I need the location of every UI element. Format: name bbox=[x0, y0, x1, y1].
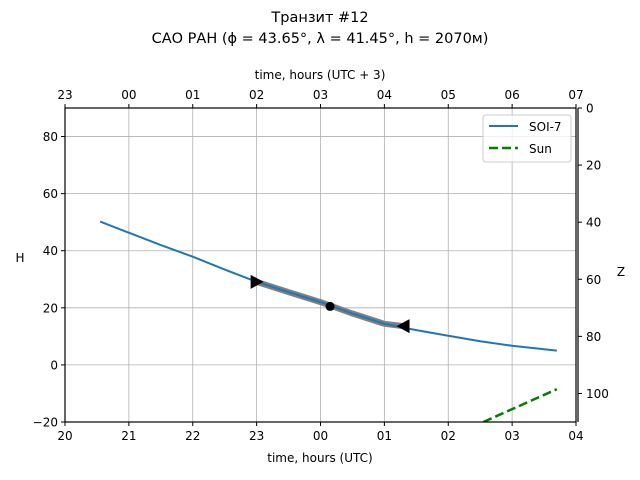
x-tick-label: 20 bbox=[57, 429, 72, 443]
x-top-tick-label: 03 bbox=[313, 88, 328, 102]
series-layer bbox=[99, 220, 558, 422]
series-line-soi-7 bbox=[99, 220, 557, 352]
x-top-tick-label: 05 bbox=[441, 88, 456, 102]
x-top-tick-label: 23 bbox=[57, 88, 72, 102]
transit-start-marker bbox=[250, 274, 264, 289]
x-tick-label: 22 bbox=[185, 429, 200, 443]
transit-markers bbox=[250, 274, 410, 334]
x-top-tick-label: 04 bbox=[377, 88, 392, 102]
chart-title: Транзит #12 bbox=[270, 10, 368, 26]
x-tick-label: 21 bbox=[121, 429, 136, 443]
x-top-tick-label: 00 bbox=[121, 88, 136, 102]
x-top-tick-label: 07 bbox=[568, 88, 583, 102]
y-right-tick-label: 20 bbox=[586, 159, 601, 173]
x-tick-label: 04 bbox=[568, 429, 583, 443]
x-tick-label: 02 bbox=[441, 429, 456, 443]
y-axis-right-label: Z bbox=[617, 265, 625, 279]
y-tick-label: 0 bbox=[50, 358, 58, 372]
y-right-tick-label: 60 bbox=[586, 273, 601, 287]
y-tick-label: 80 bbox=[43, 130, 58, 144]
chart-subtitle: САО РАН (ϕ = 43.65°, λ = 41.45°, h = 207… bbox=[152, 31, 489, 47]
y-tick-label: 40 bbox=[43, 244, 58, 258]
series-line-sun bbox=[482, 388, 558, 422]
x-tick-label: 03 bbox=[504, 429, 519, 443]
x-tick-label: 01 bbox=[377, 429, 392, 443]
x-tick-label: 23 bbox=[249, 429, 264, 443]
y-tick-label: 20 bbox=[43, 301, 58, 315]
x-axis-top-label: time, hours (UTC + 3) bbox=[255, 68, 386, 82]
legend: SOI-7 Sun bbox=[482, 114, 572, 163]
y-right-tick-label: 80 bbox=[586, 330, 601, 344]
y-tick-label: 60 bbox=[43, 187, 58, 201]
x-top-tick-label: 06 bbox=[504, 88, 519, 102]
legend-label-soi-7: SOI-7 bbox=[529, 120, 562, 134]
legend-label-sun: Sun bbox=[529, 142, 552, 156]
transit-end-marker bbox=[396, 319, 410, 334]
transit-middle-marker bbox=[325, 301, 335, 311]
x-top-tick-label: 01 bbox=[185, 88, 200, 102]
x-axis-label: time, hours (UTC) bbox=[267, 451, 372, 465]
y-tick-label: −20 bbox=[33, 416, 58, 430]
x-tick-label: 00 bbox=[313, 429, 328, 443]
y-right-tick-label: 100 bbox=[586, 387, 609, 401]
x-top-tick-label: 02 bbox=[249, 88, 264, 102]
y-axis-label: H bbox=[15, 251, 24, 265]
y-right-tick-label: 40 bbox=[586, 216, 601, 230]
y-right-tick-label: 0 bbox=[586, 102, 594, 116]
